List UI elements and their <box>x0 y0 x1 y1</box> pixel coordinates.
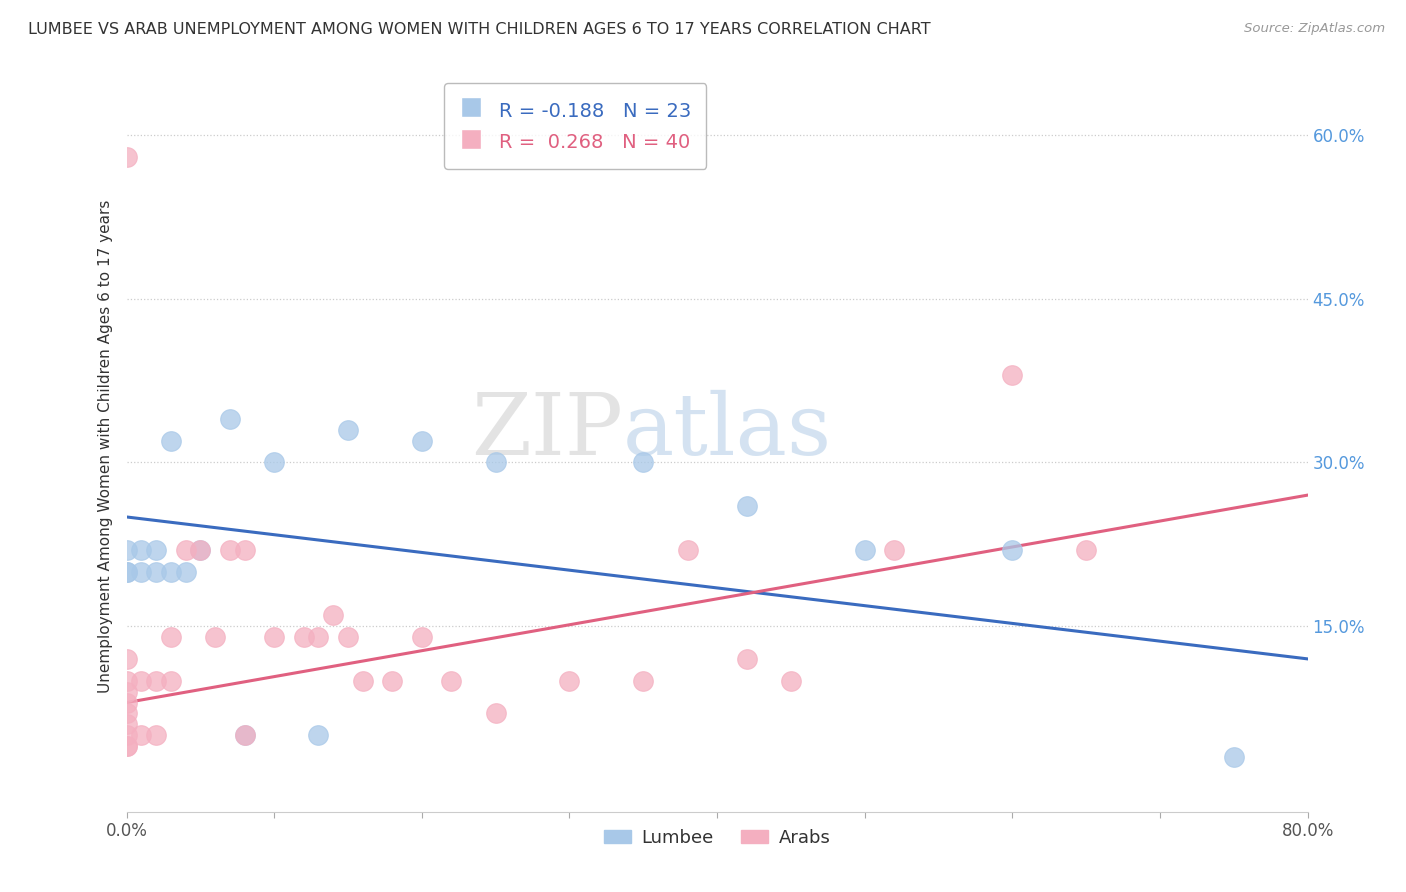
Text: Source: ZipAtlas.com: Source: ZipAtlas.com <box>1244 22 1385 36</box>
Point <box>115 684 138 698</box>
Point <box>174 565 197 579</box>
Point <box>1001 368 1024 382</box>
Point <box>160 630 183 644</box>
Point <box>174 542 197 557</box>
Point <box>160 673 183 688</box>
Point <box>115 739 138 754</box>
Legend: Lumbee, Arabs: Lumbee, Arabs <box>596 822 838 854</box>
Point <box>115 739 138 754</box>
Point <box>145 673 167 688</box>
Point <box>735 652 758 666</box>
Point <box>411 434 433 448</box>
Point <box>676 542 699 557</box>
Point <box>115 717 138 731</box>
Point <box>292 630 315 644</box>
Point <box>233 542 256 557</box>
Point <box>115 542 138 557</box>
Point <box>115 652 138 666</box>
Point <box>160 565 183 579</box>
Point <box>308 630 330 644</box>
Point <box>1076 542 1098 557</box>
Point <box>411 630 433 644</box>
Point <box>337 423 360 437</box>
Point <box>883 542 905 557</box>
Point <box>188 542 212 557</box>
Point <box>233 728 256 742</box>
Point <box>145 728 167 742</box>
Point <box>484 455 508 469</box>
Text: atlas: atlas <box>623 390 832 473</box>
Point <box>381 673 404 688</box>
Point <box>188 542 212 557</box>
Point <box>1223 750 1246 764</box>
Point <box>160 434 183 448</box>
Point <box>633 455 655 469</box>
Point <box>129 728 153 742</box>
Point <box>263 630 285 644</box>
Point <box>115 728 138 742</box>
Y-axis label: Unemployment Among Women with Children Ages 6 to 17 years: Unemployment Among Women with Children A… <box>97 199 112 693</box>
Point <box>352 673 374 688</box>
Point <box>115 565 138 579</box>
Point <box>853 542 876 557</box>
Point <box>440 673 463 688</box>
Point <box>115 150 138 164</box>
Point <box>219 542 242 557</box>
Point <box>322 608 344 623</box>
Text: LUMBEE VS ARAB UNEMPLOYMENT AMONG WOMEN WITH CHILDREN AGES 6 TO 17 YEARS CORRELA: LUMBEE VS ARAB UNEMPLOYMENT AMONG WOMEN … <box>28 22 931 37</box>
Point <box>1001 542 1024 557</box>
Point <box>558 673 581 688</box>
Point <box>145 542 167 557</box>
Point <box>129 542 153 557</box>
Point <box>145 565 167 579</box>
Point <box>219 411 242 425</box>
Point <box>484 706 508 721</box>
Point <box>263 455 285 469</box>
Point <box>115 706 138 721</box>
Point <box>115 673 138 688</box>
Point <box>308 728 330 742</box>
Point <box>115 565 138 579</box>
Point <box>129 565 153 579</box>
Point <box>735 499 758 513</box>
Point <box>129 673 153 688</box>
Point <box>633 673 655 688</box>
Point <box>115 696 138 710</box>
Point <box>204 630 226 644</box>
Point <box>780 673 803 688</box>
Text: ZIP: ZIP <box>471 390 623 473</box>
Point <box>337 630 360 644</box>
Point <box>233 728 256 742</box>
